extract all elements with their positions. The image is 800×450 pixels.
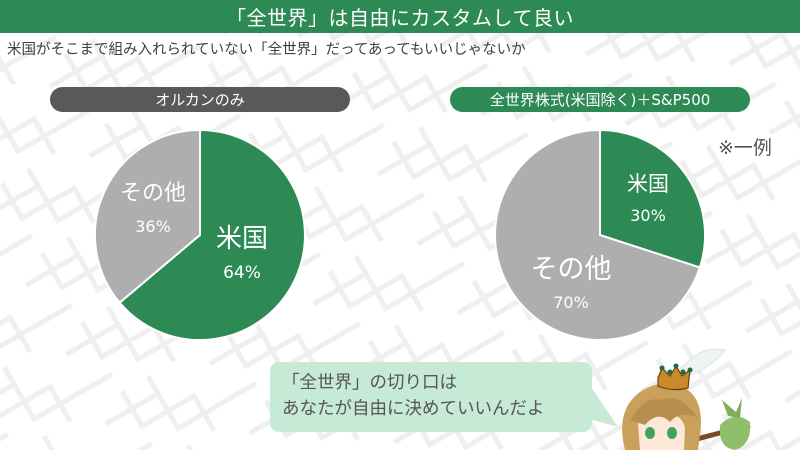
example-note: ※一例 — [718, 137, 772, 159]
left-pie-slice-us — [118, 128, 306, 341]
right-us-pct: 30% — [630, 206, 666, 225]
left-pie-slice-other — [94, 128, 201, 305]
left-us-name: 米国 — [216, 224, 268, 254]
page-title: 「全世界」は自由にカスタムして良い — [226, 6, 574, 30]
left-other-name: その他 — [120, 181, 186, 206]
speech-line-1: 「全世界」の切り口は — [282, 373, 457, 393]
right-pie-slice-other — [494, 128, 702, 341]
speech-bubble: 「全世界」の切り口は あなたが自由に決めていいんだよ — [270, 362, 592, 432]
left-us-pct: 64% — [223, 263, 261, 283]
right-other-name: その他 — [531, 254, 612, 285]
right-pie-slice-us — [599, 128, 707, 269]
left-chart-label: オルカンのみ — [50, 87, 350, 112]
speech-line-2: あなたが自由に決めていいんだよ — [282, 399, 545, 419]
right-chart-label: 全世界株式(米国除く)＋S&P500 — [450, 87, 750, 112]
speech-bubble-text: 「全世界」の切り口は あなたが自由に決めていいんだよ — [282, 370, 545, 422]
subtitle: 米国がそこまで組み入れられていない「全世界」だってあってもいいじゃないか — [7, 42, 526, 58]
right-us-name: 米国 — [627, 172, 669, 196]
left-other-pct: 36% — [135, 217, 171, 236]
character-illustration — [622, 348, 751, 450]
left-pie: その他 36% 米国 64% — [94, 128, 306, 341]
right-other-pct: 70% — [553, 293, 589, 312]
right-pie: 米国 30% その他 70% — [494, 128, 707, 341]
title-bar: 「全世界」は自由にカスタムして良い — [0, 0, 800, 33]
